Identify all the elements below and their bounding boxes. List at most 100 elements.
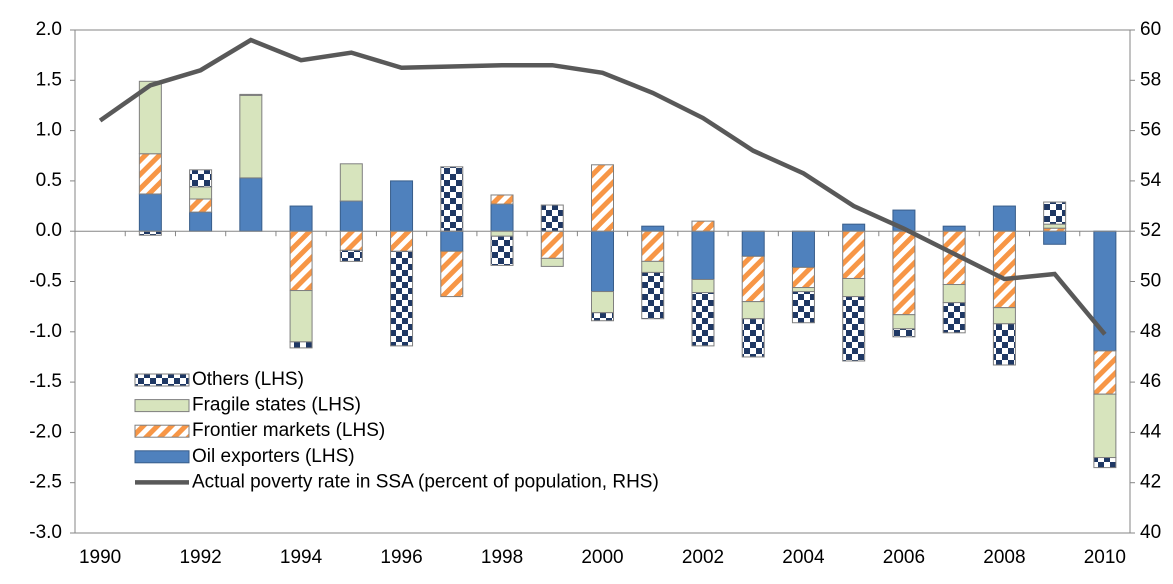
bar [339,249,363,262]
bar [239,94,263,179]
bar [189,186,213,200]
bar [1043,230,1067,245]
bar [591,164,614,232]
bar [239,93,263,96]
bar [842,223,866,232]
bar [892,314,916,330]
bar [691,220,715,232]
bar [691,230,715,280]
bar [1043,201,1067,225]
y2-tick-label: 44 [1140,421,1162,442]
bar [791,291,815,324]
y-tick-label: -0.5 [29,271,62,292]
bar [1093,393,1117,459]
bar [189,198,213,213]
bar [289,230,313,292]
bar [289,290,313,343]
bar [741,230,765,257]
bar [892,230,916,316]
y-tick-label: -1.5 [29,371,62,392]
x-tick-label: 1994 [280,547,323,568]
y-tick-label: -1.0 [29,321,62,342]
x-tick-label: 1998 [481,547,523,568]
bar [741,255,765,303]
bar [942,302,966,334]
bar [741,301,765,320]
legend-label: Fragile states (LHS) [192,395,361,416]
x-tick-label: 2000 [581,547,623,568]
x-tick-label: 2004 [782,547,825,568]
bar [641,260,665,273]
bar [1043,223,1067,229]
bar [490,203,514,232]
bar [138,153,162,195]
bar [189,169,213,188]
bar [440,250,464,298]
bar [390,250,414,347]
bar [842,230,866,279]
y2-tick-label: 50 [1140,271,1161,292]
bar [440,166,464,232]
bar [289,341,313,349]
y2-tick-label: 58 [1140,69,1161,90]
legend-swatch [134,399,190,413]
bar [591,312,614,322]
bar [591,230,614,293]
bar [339,200,363,232]
bar [1093,457,1117,469]
y-tick-label: -3.0 [29,522,62,543]
bar [138,80,162,155]
bar [339,230,363,251]
bar [138,230,162,236]
legend-label: Oil exporters (LHS) [192,446,355,467]
bar [992,205,1016,232]
bar [239,177,263,232]
bar [691,278,715,294]
bar [390,230,414,252]
y2-tick-label: 42 [1140,472,1161,493]
x-tick-label: 2002 [682,547,724,568]
y2-tick-label: 54 [1140,170,1162,191]
bar [992,307,1016,325]
y2-tick-label: 56 [1140,120,1161,141]
bar [942,284,966,304]
bar [189,211,213,232]
bar [138,193,162,232]
legend-swatch [134,373,190,387]
bar [339,163,363,202]
bar [540,257,564,267]
x-tick-label: 1996 [380,547,422,568]
bar [1093,350,1117,395]
bar [892,328,916,338]
bar [942,225,966,232]
bar [791,230,815,268]
y-tick-label: 2.0 [36,19,62,40]
legend-label: Others (LHS) [192,369,304,390]
y2-tick-label: 40 [1140,522,1161,543]
bar [992,323,1016,366]
legend-label: Frontier markets (LHS) [192,420,385,441]
bar [440,230,464,252]
bar [641,230,665,262]
legend-label: Actual poverty rate in SSA (percent of p… [192,471,659,492]
y-tick-label: 1.5 [36,69,62,90]
y-tick-label: 0.5 [36,170,62,191]
y-tick-label: -2.0 [29,421,62,442]
y-tick-label: -2.5 [29,472,62,493]
y2-tick-label: 46 [1140,371,1161,392]
bar [540,230,564,259]
bar [641,225,665,232]
y2-tick-label: 52 [1140,220,1161,241]
x-tick-label: 2008 [983,547,1025,568]
bar [641,271,665,320]
y-tick-label: 1.0 [36,120,62,141]
bar [842,277,866,298]
legend-swatch [134,424,190,438]
bar [490,230,514,237]
y2-tick-label: 60 [1140,19,1161,40]
bar [490,235,514,266]
y-tick-label: 0.0 [36,220,62,241]
y2-tick-label: 48 [1140,321,1161,342]
legend-swatch [134,450,190,464]
